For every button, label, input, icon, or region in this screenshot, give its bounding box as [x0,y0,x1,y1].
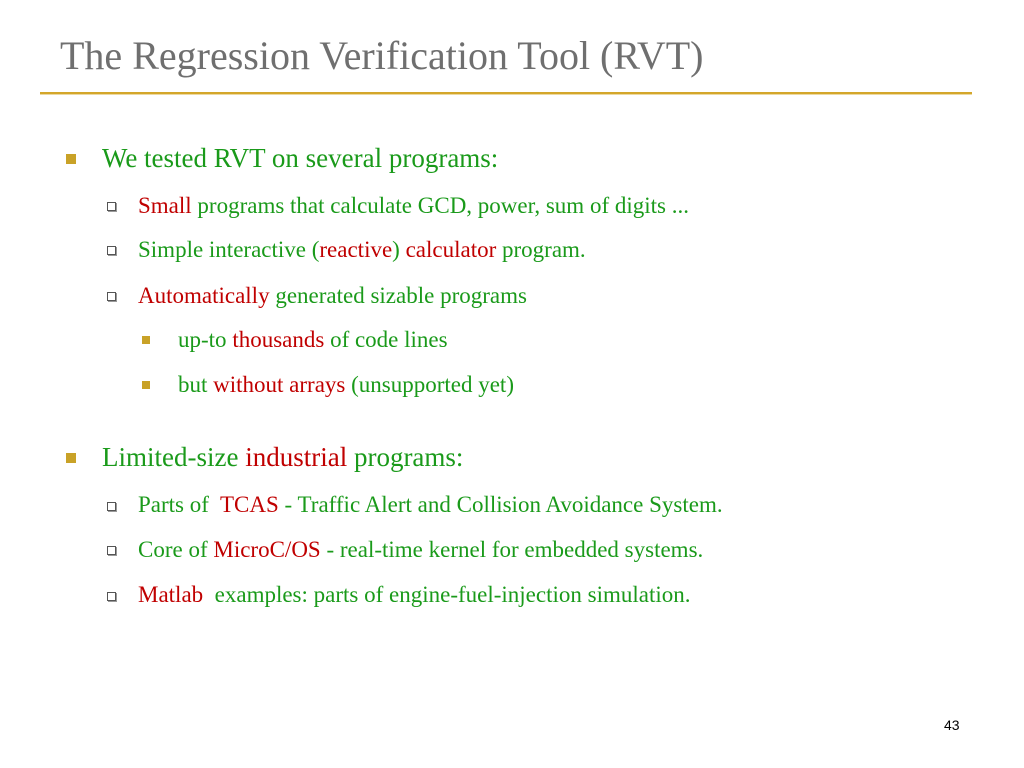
slide-title: The Regression Verification Tool (RVT) [60,33,704,78]
section2-item-microc: Core of MicroC/OS - real-time kernel for… [138,538,703,561]
item-text: programs that calculate GCD, power, sum … [191,193,689,218]
title-underline-shadow [40,94,972,95]
section1-item-automatic: Automatically generated sizable programs [138,284,527,307]
hollow-square-bullet-icon [107,546,116,555]
square-bullet-icon [142,381,150,389]
section1-item-small-programs: Small programs that calculate GCD, power… [138,194,689,217]
item-text: ) [392,237,406,262]
highlight-thousands: thousands [232,327,325,352]
highlight-industrial: industrial [245,442,348,472]
item-text: Simple interactive ( [138,237,320,262]
item-text: program. [496,237,586,262]
item-text: (unsupported yet) [345,372,514,397]
section1-item-calculator: Simple interactive (reactive) calculator… [138,238,586,261]
highlight-matlab: Matlab [138,582,204,607]
section2-item-tcas: Parts of TCAS - Traffic Alert and Collis… [138,493,723,516]
item-text: Core of [138,537,214,562]
item-text: - Traffic Alert and Collision Avoidance … [278,492,723,517]
square-bullet-icon [142,336,150,344]
highlight-small: Small [138,193,192,218]
highlight-microc-os: MicroC/OS [213,537,321,562]
item-text: - real-time kernel for embedded systems. [320,537,704,562]
highlight-calculator: calculator [405,237,497,262]
section1-subitem-thousands: up-to thousands of code lines [178,328,448,351]
highlight-tcas: TCAS [220,492,279,517]
heading-text: Limited-size [102,442,246,472]
square-bullet-icon [66,453,76,463]
highlight-automatically: Automatically [138,283,270,308]
item-text: up-to [178,327,233,352]
hollow-square-bullet-icon [107,502,116,511]
heading-text: programs: [347,442,464,472]
page-number: 43 [944,717,960,733]
item-text: Parts of [138,492,220,517]
section2-item-matlab: Matlab examples: parts of engine-fuel-in… [138,583,691,606]
square-bullet-icon [66,154,76,164]
highlight-reactive: reactive [319,237,393,262]
hollow-square-bullet-icon [107,292,116,301]
hollow-square-bullet-icon [107,592,116,601]
hollow-square-bullet-icon [107,202,116,211]
item-text: generated sizable programs [269,283,527,308]
section2-heading: Limited-size industrial programs: [102,444,463,471]
hollow-square-bullet-icon [107,246,116,255]
item-text: of code lines [324,327,448,352]
item-text: but [178,372,214,397]
highlight-without-arrays: without arrays [213,372,346,397]
section1-heading: We tested RVT on several programs: [102,143,499,173]
section1-subitem-arrays: but without arrays (unsupported yet) [178,373,514,396]
item-text: examples: parts of engine-fuel-injection… [203,582,691,607]
title-underline [40,92,972,94]
